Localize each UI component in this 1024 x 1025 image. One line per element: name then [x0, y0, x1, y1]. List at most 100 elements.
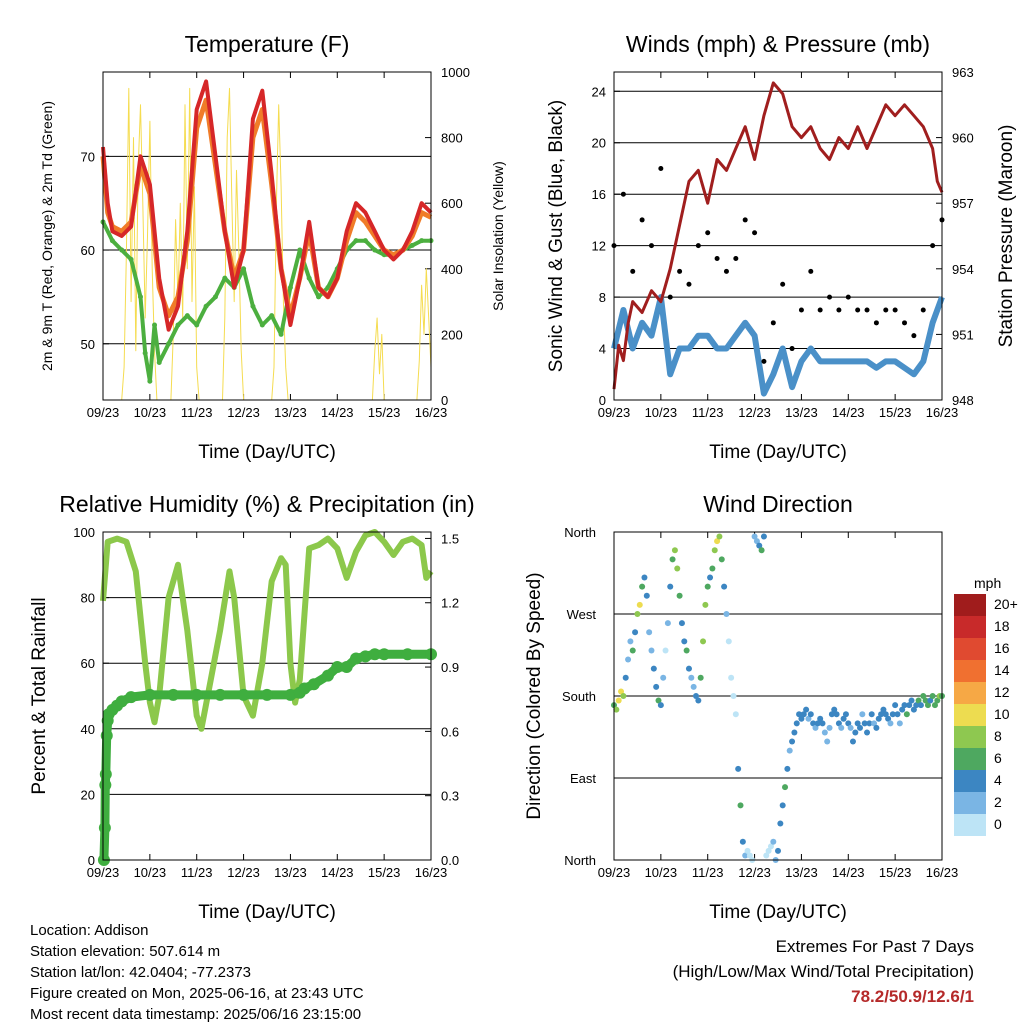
x-tick-label: 09/23 — [598, 865, 631, 880]
direction-point — [643, 592, 650, 599]
direction-point — [657, 702, 664, 709]
colorbar-label: 14 — [994, 662, 1010, 678]
direction-point — [723, 611, 730, 617]
direction-point — [718, 556, 725, 563]
direction-point — [934, 697, 941, 704]
y-right-tick-label: 200 — [441, 327, 463, 342]
direction-point — [632, 629, 639, 636]
precip-point — [368, 648, 381, 661]
gust-point — [855, 307, 861, 313]
y-right-tick-label: 948 — [952, 393, 974, 408]
gust-point — [770, 320, 776, 326]
x-axis-label: Time (Day/UTC) — [709, 902, 847, 923]
direction-point — [737, 802, 744, 809]
y-right-axis-label: Solar Insolation (Yellow) — [490, 161, 506, 311]
x-tick-label: 15/23 — [879, 865, 912, 880]
location-text: Location: Addison — [30, 922, 149, 939]
station-info: Location: Addison Station elevation: 507… — [30, 920, 364, 1025]
gust-point — [920, 307, 926, 313]
direction-point — [613, 706, 620, 713]
gust-point — [761, 358, 767, 364]
gust-point — [827, 294, 833, 300]
temp-2m-series — [101, 79, 433, 332]
chart-title: Temperature (F) — [185, 31, 350, 57]
direction-point — [913, 702, 920, 709]
dewpoint-point — [316, 294, 322, 300]
colorbar-label: 6 — [994, 750, 1002, 766]
colorbar-label: 20+ — [994, 596, 1018, 612]
gust-point — [630, 268, 636, 274]
dewpoint-point — [306, 275, 312, 281]
precip-point — [125, 691, 138, 704]
x-tick-label: 13/23 — [785, 865, 818, 880]
x-tick-label: 09/23 — [598, 405, 631, 420]
gust-point — [733, 256, 739, 262]
x-tick-label: 15/23 — [879, 405, 912, 420]
colorbar-label: 2 — [994, 794, 1002, 810]
wind-series — [611, 294, 945, 397]
dewpoint-point — [109, 238, 115, 244]
x-tick-label: 16/23 — [415, 405, 448, 420]
dewpoint-point — [250, 303, 256, 309]
direction-point — [702, 601, 709, 608]
direction-point — [674, 565, 681, 572]
colorbar-label: 12 — [994, 684, 1010, 700]
colorbar-swatch — [954, 594, 986, 616]
direction-point — [828, 711, 835, 718]
plot-frame — [613, 71, 943, 401]
direction-point — [793, 720, 800, 727]
precip-point — [100, 729, 113, 742]
precip-point — [190, 688, 203, 701]
direction-point — [711, 547, 718, 554]
colorbar-label: 16 — [994, 640, 1010, 656]
direction-point — [835, 720, 842, 727]
y-right-tick-label: 800 — [441, 131, 463, 146]
direction-point — [920, 693, 927, 699]
direction-point — [840, 715, 847, 722]
direction-point — [784, 765, 791, 772]
direction-point — [730, 693, 737, 699]
gust-point — [752, 230, 758, 236]
y-right-tick-label: 0.6 — [441, 724, 459, 739]
y-tick-label: 50 — [81, 337, 95, 352]
gust-point — [667, 294, 673, 300]
precip-point — [359, 650, 372, 663]
precip-point — [98, 821, 111, 834]
y-tick-label: 0 — [599, 393, 606, 408]
direction-point — [704, 583, 711, 590]
dewpoint-point — [137, 294, 143, 300]
y-right-tick-label: 400 — [441, 262, 463, 277]
direction-point — [653, 683, 660, 690]
direction-point — [625, 656, 632, 663]
direction-point — [849, 738, 856, 745]
y-tick-label: 20 — [81, 787, 95, 802]
y-right-tick-label: 951 — [952, 327, 974, 342]
dewpoint-point — [184, 313, 190, 319]
x-tick-label: 12/23 — [227, 865, 260, 880]
direction-point — [810, 720, 817, 727]
plot-frame — [102, 71, 432, 401]
gust-point — [817, 307, 823, 313]
direction-point — [892, 702, 899, 709]
direction-point — [744, 847, 751, 854]
direction-point — [758, 547, 765, 554]
direction-point — [831, 706, 838, 713]
direction-point — [896, 720, 903, 727]
y-tick-label: 4 — [599, 342, 606, 357]
y-right-tick-label: 954 — [952, 262, 974, 277]
y-right-tick-label: 0.9 — [441, 660, 459, 675]
direction-point — [903, 711, 910, 718]
x-tick-label: 12/23 — [738, 865, 771, 880]
y-tick-label: 40 — [81, 722, 95, 737]
direction-point — [880, 706, 887, 713]
direction-point — [868, 711, 875, 718]
direction-point — [878, 711, 885, 718]
chart-title: Relative Humidity (%) & Precipitation (i… — [59, 491, 474, 517]
colorbar-label: 10 — [994, 706, 1010, 722]
dewpoint-point — [203, 303, 209, 309]
precip-series — [99, 649, 431, 861]
direction-point — [882, 711, 889, 718]
dewpoint-point — [241, 266, 247, 272]
direction-point — [786, 747, 793, 754]
